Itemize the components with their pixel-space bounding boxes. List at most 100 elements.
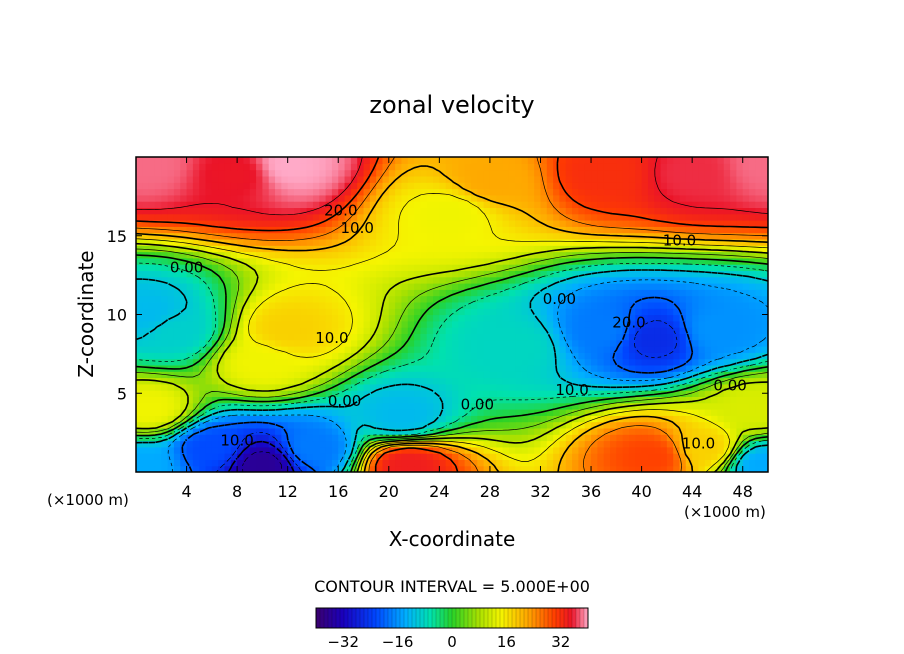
- heat-cell: [414, 308, 421, 316]
- heat-cell: [414, 314, 421, 322]
- heat-cell: [268, 333, 276, 341]
- heat-cell: [382, 427, 390, 435]
- heat-cell: [546, 276, 554, 284]
- heat-cell: [717, 232, 725, 240]
- heat-cell: [357, 364, 365, 372]
- heat-cell: [249, 276, 257, 284]
- heat-cell: [458, 358, 466, 366]
- heat-cell: [761, 320, 768, 328]
- heat-cell: [161, 440, 169, 448]
- heat-cell: [388, 453, 396, 460]
- heat-cell: [388, 257, 396, 265]
- heat-cell: [281, 301, 289, 309]
- heat-cell: [401, 383, 409, 391]
- heat-cell: [249, 434, 257, 442]
- heat-cell: [199, 364, 207, 372]
- heat-cell: [192, 220, 200, 227]
- heat-cell: [338, 364, 346, 372]
- heat-cell: [452, 295, 459, 303]
- heat-cell: [224, 364, 232, 372]
- heat-cell: [654, 402, 662, 410]
- heat-cell: [167, 182, 175, 190]
- heat-cell: [489, 339, 497, 347]
- heat-cell: [470, 459, 478, 467]
- heat-cell: [281, 175, 289, 183]
- heat-cell: [742, 453, 750, 460]
- heat-cell: [275, 314, 282, 322]
- heat-cell: [723, 207, 731, 215]
- heat-cell: [572, 346, 579, 353]
- heat-cell: [312, 257, 320, 265]
- heat-cell: [635, 465, 643, 472]
- heat-cell: [477, 453, 485, 460]
- heat-cell: [180, 207, 188, 215]
- heat-cell: [546, 157, 554, 164]
- heat-cell: [654, 194, 662, 202]
- heat-cell: [344, 327, 352, 334]
- heat-cell: [546, 440, 554, 448]
- heat-cell: [464, 320, 472, 328]
- heat-cell: [275, 257, 282, 265]
- heat-cell: [534, 201, 542, 208]
- heat-cell: [237, 213, 245, 221]
- heat-cell: [553, 421, 561, 429]
- heat-cell: [559, 390, 567, 397]
- heat-cell: [161, 295, 169, 303]
- heat-cell: [262, 440, 270, 448]
- heat-cell: [382, 220, 390, 227]
- heat-cell: [205, 364, 213, 372]
- heat-cell: [224, 301, 232, 309]
- heat-cell: [256, 333, 263, 341]
- heat-cell: [136, 377, 143, 385]
- heat-cell: [154, 245, 162, 253]
- heat-cell: [439, 377, 447, 385]
- heat-cell: [477, 226, 485, 234]
- heat-cell: [186, 402, 194, 410]
- heat-cell: [136, 276, 143, 284]
- heat-cell: [540, 358, 548, 366]
- heat-cell: [382, 238, 390, 246]
- heat-cell: [388, 213, 396, 221]
- heat-cell: [268, 327, 276, 334]
- heat-cell: [553, 352, 561, 360]
- heat-cell: [230, 402, 238, 410]
- heat-cell: [382, 377, 390, 385]
- heat-cell: [603, 175, 611, 183]
- heat-cell: [369, 346, 377, 353]
- heat-cell: [761, 188, 768, 196]
- heat-cell: [205, 232, 213, 240]
- heat-cell: [243, 169, 251, 177]
- heat-cell: [445, 251, 453, 259]
- heat-cell: [527, 289, 535, 297]
- heat-cell: [496, 169, 504, 177]
- heat-cell: [660, 327, 668, 334]
- heat-cell: [502, 415, 510, 423]
- heat-cell: [445, 453, 453, 460]
- heat-cell: [369, 352, 377, 360]
- heat-cell: [483, 346, 491, 353]
- heat-cell: [635, 169, 643, 177]
- heat-cell: [243, 364, 251, 372]
- heat-cell: [666, 434, 674, 442]
- heat-cell: [603, 251, 611, 259]
- heat-cell: [483, 226, 491, 234]
- heat-cell: [192, 226, 200, 234]
- heat-cell: [742, 333, 750, 341]
- heat-cell: [154, 257, 162, 265]
- heat-cell: [496, 264, 504, 271]
- heat-cell: [414, 220, 421, 227]
- heat-cell: [325, 295, 333, 303]
- heat-cell: [635, 175, 643, 183]
- heat-cell: [173, 295, 181, 303]
- heat-cell: [546, 163, 554, 171]
- heat-cell: [382, 364, 390, 372]
- heat-cell: [534, 238, 542, 246]
- heat-cell: [186, 377, 194, 385]
- heat-cell: [142, 270, 150, 278]
- heat-cell: [502, 226, 510, 234]
- heat-cell: [736, 390, 744, 397]
- heat-cell: [433, 283, 440, 290]
- heat-cell: [331, 201, 339, 208]
- heat-cell: [755, 390, 763, 397]
- heat-cell: [363, 226, 371, 234]
